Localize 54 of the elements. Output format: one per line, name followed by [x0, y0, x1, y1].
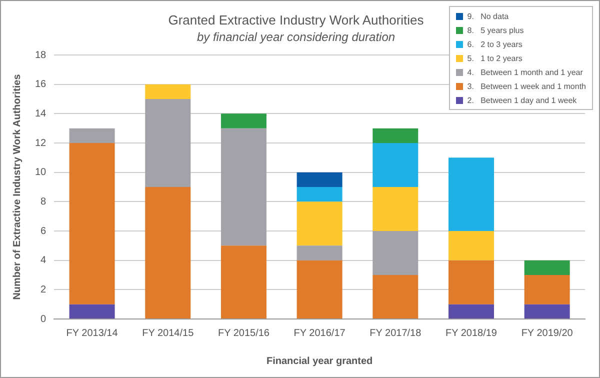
y-tick-label: 8 — [40, 196, 47, 208]
bar — [296, 172, 342, 187]
bar — [448, 304, 494, 318]
legend-label: 3. Between 1 week and 1 month — [466, 80, 586, 92]
bar — [524, 275, 570, 304]
bar — [220, 128, 266, 246]
y-tick-label: 14 — [35, 108, 47, 120]
bar — [220, 114, 266, 128]
x-tick-label: FY 2014/15 — [142, 328, 194, 339]
bar — [145, 99, 191, 187]
legend-label: 4. Between 1 month and 1 year — [466, 66, 584, 79]
bar — [69, 143, 115, 304]
bar — [220, 246, 266, 318]
bar — [145, 84, 191, 99]
bar — [448, 158, 494, 231]
y-tick-label: 4 — [40, 255, 47, 266]
chart-subtitle: by financial year considering duration — [196, 30, 396, 44]
x-tick-label: FY 2019/20 — [521, 328, 574, 339]
x-tick-label: FY 2013/14 — [66, 328, 118, 339]
bar — [524, 304, 570, 318]
y-tick-label: 10 — [35, 167, 47, 178]
y-tick-label: 0 — [40, 314, 47, 325]
legend-label: 9. No data — [466, 10, 510, 22]
bar — [448, 260, 494, 304]
x-tick-label: FY 2016/17 — [294, 328, 346, 339]
y-tick-label: 18 — [35, 50, 47, 61]
bar — [372, 231, 418, 275]
bar — [372, 187, 418, 231]
legend-label: 5. 1 to 2 years — [466, 52, 524, 65]
bar — [296, 246, 342, 260]
bar — [296, 202, 342, 246]
bar — [69, 304, 115, 318]
y-tick-label: 6 — [40, 226, 47, 237]
bar — [296, 260, 342, 318]
bar — [372, 143, 418, 187]
legend-label: 2. Between 1 day and 1 week — [466, 94, 578, 107]
bar — [372, 128, 418, 143]
y-tick-label: 16 — [35, 79, 47, 90]
y-tick-label: 12 — [35, 138, 47, 149]
legend-label: 8. 5 years plus — [466, 24, 525, 37]
bar — [372, 275, 418, 318]
bar — [69, 128, 115, 143]
y-axis-title: Number of Extractive Industry Work Authorities — [12, 74, 23, 300]
x-tick-label: FY 2018/19 — [445, 328, 498, 339]
bar — [448, 231, 494, 260]
bar — [524, 260, 570, 275]
y-tick-label: 2 — [40, 284, 47, 296]
chart-title: Granted Extractive Industry Work Authorities — [168, 12, 424, 28]
bar — [145, 187, 191, 318]
x-tick-label: FY 2017/18 — [370, 328, 422, 339]
legend-label: 6. 2 to 3 years — [466, 38, 524, 51]
x-axis-title: Financial year granted — [266, 356, 373, 367]
x-tick-label: FY 2015/16 — [218, 328, 270, 339]
bar — [296, 187, 342, 202]
